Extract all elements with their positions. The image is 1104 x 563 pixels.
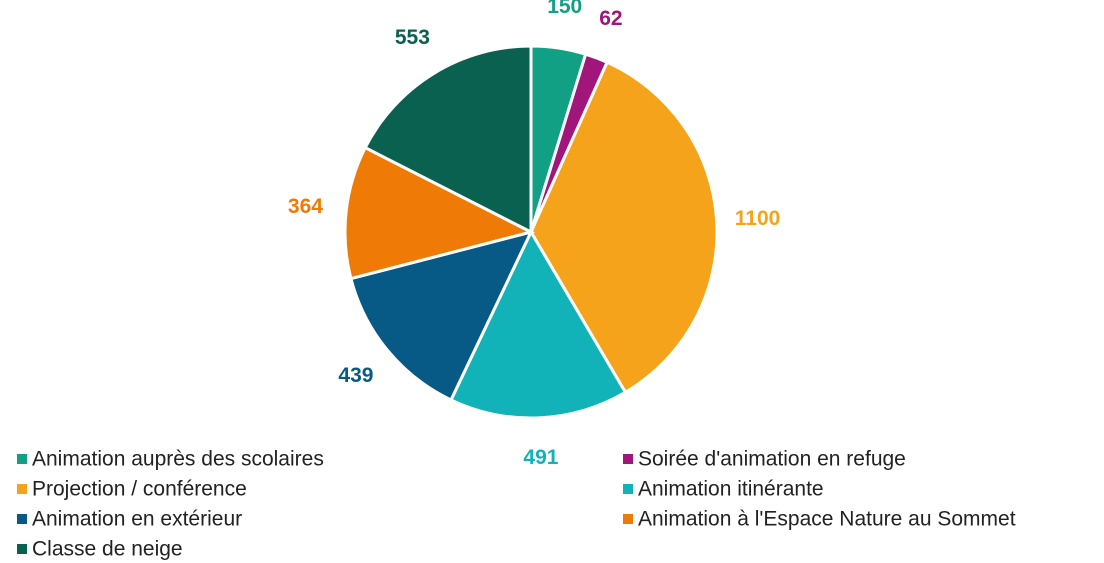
- legend-label: Animation à l'Espace Nature au Sommet: [638, 508, 1016, 531]
- pie-slice: [343, 145, 536, 281]
- data-label: 491: [523, 446, 558, 469]
- data-label: 150: [547, 0, 582, 18]
- data-label: 364: [288, 195, 323, 218]
- legend-marker: [623, 484, 633, 494]
- legend-marker: [17, 454, 27, 464]
- pie-slice: [349, 229, 534, 402]
- legend-label: Animation itinérante: [638, 478, 824, 501]
- legend-label: Projection / conférence: [32, 478, 247, 501]
- data-label: 62: [599, 7, 622, 30]
- legend-marker: [17, 484, 27, 494]
- pie-slice: [363, 44, 533, 235]
- legend-label: Animation auprès des scolaires: [32, 448, 324, 471]
- legend-marker: [17, 544, 27, 554]
- legend-marker: [623, 514, 633, 524]
- legend-label: Animation en extérieur: [32, 508, 242, 531]
- data-label: 439: [338, 364, 373, 387]
- data-label: 553: [395, 26, 430, 49]
- pie-slice: [449, 228, 628, 420]
- data-label: 1100: [735, 207, 781, 230]
- legend-label: Classe de neige: [32, 538, 183, 561]
- legend-marker: [623, 454, 633, 464]
- legend-label: Soirée d'animation en refuge: [638, 448, 906, 471]
- legend-marker: [17, 514, 27, 524]
